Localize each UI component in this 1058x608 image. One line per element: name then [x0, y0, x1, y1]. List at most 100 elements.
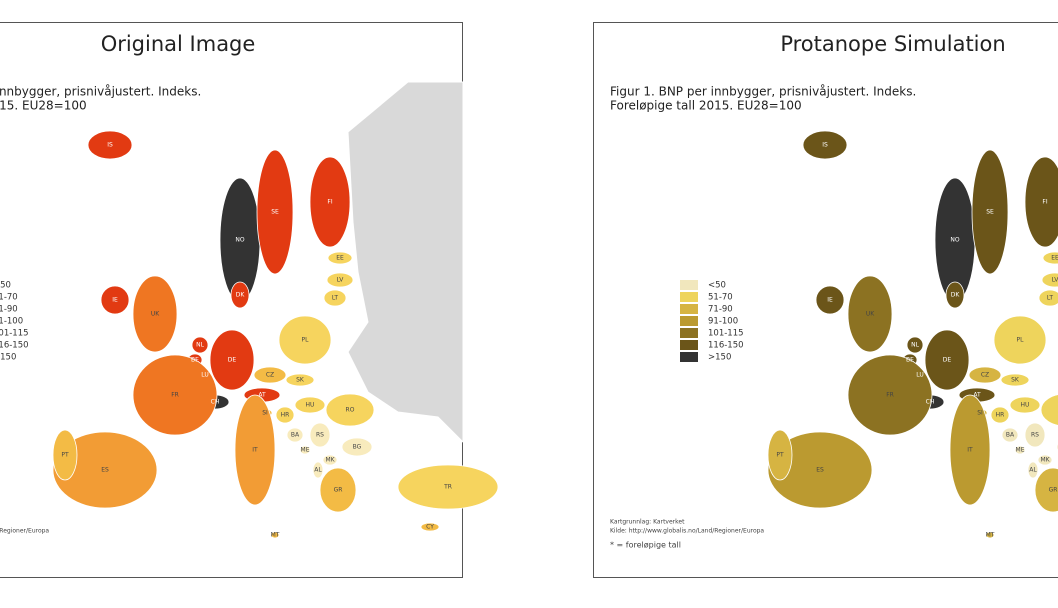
legend-swatch: [680, 304, 698, 314]
country-label: NL: [196, 342, 204, 349]
country-label: UK: [151, 311, 160, 318]
country-label: IT: [967, 447, 973, 454]
country-label: DE: [228, 357, 237, 364]
country-label: HR: [996, 412, 1005, 419]
legend-label: 71-90: [0, 305, 18, 315]
country-label: LT: [1047, 295, 1054, 302]
country-label: PT: [61, 452, 69, 459]
country-label: FI: [327, 199, 332, 206]
legend-label: 101-115: [708, 329, 744, 339]
country-label: CZ: [981, 372, 989, 379]
country-label: LV: [1052, 277, 1058, 284]
country-label: IE: [827, 297, 833, 304]
country-label: BG: [353, 444, 362, 451]
panel-title: Original Image: [101, 32, 256, 56]
country-label: IT: [252, 447, 258, 454]
country-label: BE: [906, 357, 914, 364]
country-label: CY: [426, 524, 434, 531]
source-note: Kilde: http://www.globalis.no/Land/Regio…: [610, 528, 764, 535]
country-label: MT: [986, 532, 995, 539]
legend-label: 51-70: [0, 293, 18, 303]
country-label: IS: [822, 142, 828, 149]
country-label: SI: [262, 410, 268, 417]
country-label: SI: [977, 410, 983, 417]
country-label: MK: [325, 457, 335, 464]
country-label: UK: [866, 311, 875, 318]
country-label: HU: [1021, 402, 1030, 409]
country-label: SE: [271, 209, 279, 216]
source-note: Kilde: http://www.globalis.no/Land/Regio…: [0, 528, 49, 535]
country-label: AL: [314, 467, 322, 474]
legend-swatch: [680, 292, 698, 302]
country-label: CZ: [266, 372, 274, 379]
country-label: SK: [296, 377, 305, 384]
country-label: LT: [332, 295, 339, 302]
country-label: IS: [107, 142, 113, 149]
legend-swatch: [680, 316, 698, 326]
source-note: Kartgrunnlag: Kartverket: [610, 519, 685, 526]
legend-swatch: [680, 340, 698, 350]
country-label: DK: [951, 292, 961, 299]
country-label: MK: [1040, 457, 1050, 464]
country-label: NO: [950, 237, 959, 244]
country-label: AL: [1029, 467, 1037, 474]
country-label: PL: [302, 337, 310, 344]
country-label: CH: [926, 399, 935, 406]
country-label: ME: [1016, 447, 1025, 454]
country-label: BE: [191, 357, 199, 364]
country-label: RS: [316, 432, 324, 439]
country-label: ME: [301, 447, 310, 454]
country-label: LV: [337, 277, 345, 284]
country-label: LU: [916, 372, 923, 379]
country-label: NO: [235, 237, 244, 244]
legend-label: 91-100: [0, 317, 23, 327]
country-label: GR: [1049, 487, 1058, 494]
country-label: NL: [911, 342, 919, 349]
map-caption: Figur 1. BNP per innbygger, prisnivåjust…: [610, 85, 916, 99]
country-label: FR: [886, 392, 894, 399]
country-label: EE: [1051, 255, 1058, 262]
legend-label: <50: [0, 281, 11, 291]
country-label: TR: [443, 484, 452, 491]
country-label: GR: [334, 487, 343, 494]
country-label: PT: [776, 452, 784, 459]
country-label: BA: [1006, 432, 1015, 439]
map-panel: Protanope Simulation Figur 1. BNP per inn…: [594, 23, 1058, 578]
country-label: SE: [986, 209, 994, 216]
country-label: FI: [1042, 199, 1047, 206]
map-caption: Foreløpige tall 2015. EU28=100: [0, 99, 87, 113]
legend-label: >150: [0, 353, 16, 363]
country-label: MT: [271, 532, 280, 539]
legend-label: >150: [708, 353, 731, 363]
country-label: BA: [291, 432, 300, 439]
legend-swatch: [680, 328, 698, 338]
panel-title: Protanope Simulation: [780, 32, 1005, 56]
country-label: LU: [201, 372, 208, 379]
legend-label: 116-150: [708, 341, 744, 351]
country-label: ES: [101, 467, 109, 474]
map-caption: Figur 1. BNP per innbygger, prisnivåjust…: [0, 85, 201, 99]
country-label: SK: [1011, 377, 1020, 384]
legend-swatch: [680, 352, 698, 362]
legend-label: 51-70: [708, 293, 733, 303]
country-label: IE: [112, 297, 118, 304]
country-label: AT: [973, 392, 981, 399]
legend-label: 101-115: [0, 329, 29, 339]
country-label: RS: [1031, 432, 1039, 439]
country-label: DK: [236, 292, 246, 299]
country-label: HR: [281, 412, 290, 419]
map-panel: Original Image Figur 1. BNP per innbygger…: [0, 23, 498, 578]
legend-label: 71-90: [708, 305, 733, 315]
legend-label: 116-150: [0, 341, 29, 351]
country-label: RO: [346, 407, 355, 414]
map-caption: Foreløpige tall 2015. EU28=100: [610, 99, 802, 113]
country-label: ES: [816, 467, 824, 474]
source-note: * = foreløpige tall: [610, 541, 681, 550]
country-label: FR: [171, 392, 179, 399]
legend-label: <50: [708, 281, 726, 291]
country-label: PL: [1017, 337, 1025, 344]
country-label: AT: [258, 392, 266, 399]
legend-swatch: [680, 280, 698, 290]
